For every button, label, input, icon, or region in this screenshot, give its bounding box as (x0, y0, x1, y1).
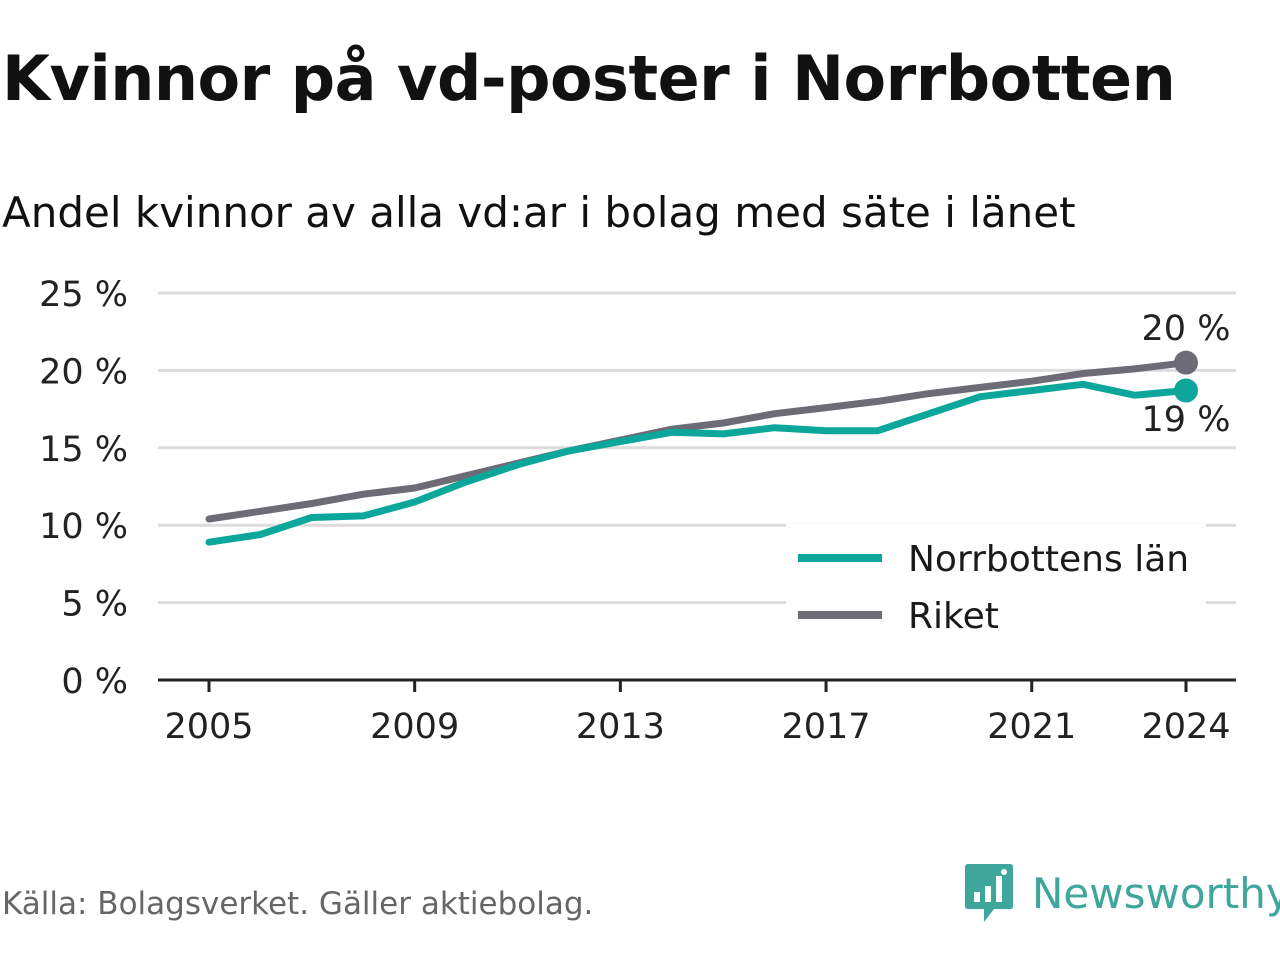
series-layer (205, 350, 1198, 546)
x-tick-label: 2024 (1141, 707, 1230, 747)
x-tick-label: 2021 (987, 707, 1076, 747)
end-point-riket (1174, 350, 1198, 375)
chart-title: Kvinnor på vd-poster i Norrbotten (2, 42, 1176, 115)
x-tick-label: 2013 (576, 707, 665, 747)
chart-subtitle: Andel kvinnor av alla vd:ar i bolag med … (2, 188, 1076, 237)
legend-background (786, 524, 1206, 652)
end-label-riket: 20 % (1142, 309, 1231, 349)
newsworthy-logo-icon (965, 864, 1013, 922)
y-tick-label: 20 % (39, 352, 128, 392)
x-axis-tick-marks (207, 680, 1188, 692)
legend-label-riket: Riket (908, 596, 999, 637)
brand-name: Newsworthy (1032, 868, 1280, 918)
x-axis-tick-labels: 2005 2009 2013 2017 2021 2024 (164, 707, 1230, 747)
y-tick-label: 15 % (39, 430, 128, 470)
series-line-riket (205, 359, 1190, 523)
y-axis-tick-labels: 0 % 5 % 10 % 15 % 20 % 25 % (39, 275, 128, 702)
x-tick-label: 2017 (782, 707, 871, 747)
y-tick-label: 5 % (61, 585, 128, 625)
source-note: Källa: Bolagsverket. Gäller aktiebolag. (2, 886, 594, 922)
legend-label-norrbotten: Norrbottens län (908, 539, 1189, 580)
x-tick-label: 2009 (370, 707, 459, 747)
y-tick-label: 10 % (39, 507, 128, 547)
end-label-norrbotten: 19 % (1142, 400, 1231, 440)
brand-logo: Newsworthy (964, 862, 1280, 924)
y-tick-label: 0 % (61, 662, 128, 702)
legend: Norrbottens län Riket (786, 524, 1206, 652)
end-point-norrbotten (1174, 378, 1198, 403)
x-tick-label: 2005 (164, 707, 253, 747)
series-line-norrbotten (205, 380, 1190, 546)
y-tick-label: 25 % (39, 275, 128, 315)
